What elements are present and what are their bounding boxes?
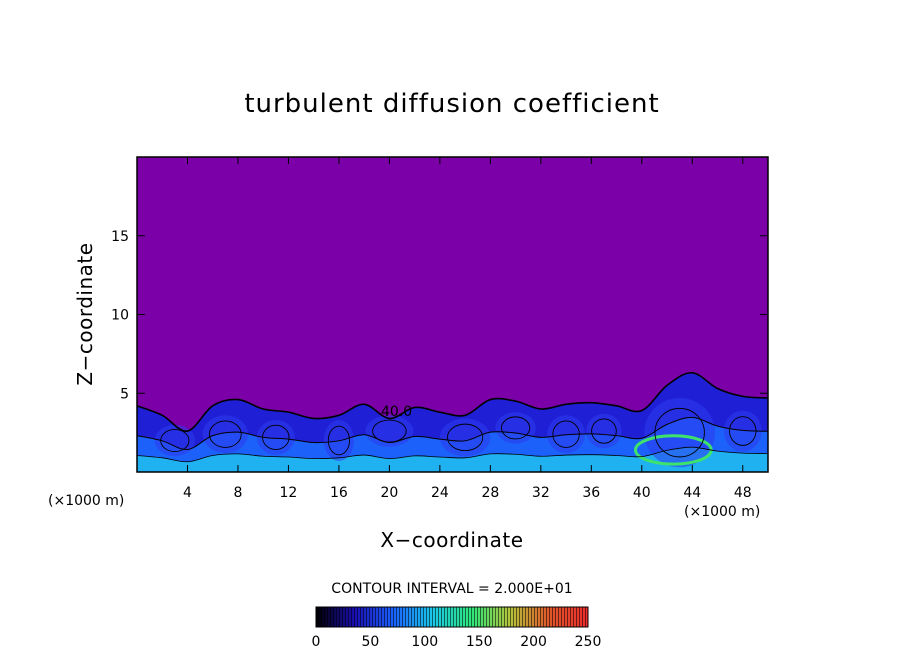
contour-eddy: [591, 418, 617, 444]
x-tick-label: 4: [183, 485, 192, 501]
contour-eddy: [654, 407, 705, 458]
x-tick-label: 16: [330, 485, 348, 501]
x-unit-label-left: (×1000 m): [48, 493, 124, 509]
contour-outer: [137, 371, 768, 432]
contour-eddy: [160, 429, 190, 452]
chart-title: turbulent diffusion coefficient: [244, 89, 659, 119]
x-tick-label: 8: [233, 485, 242, 501]
colorbar-frame: [315, 606, 589, 628]
contour-lines: [137, 371, 768, 463]
x-tick-label: 28: [481, 485, 499, 501]
x-tick-label: 12: [280, 485, 298, 501]
colorbar-tick-label: 50: [361, 634, 379, 650]
contour-interval-text: CONTOUR INTERVAL = 2.000E+01: [331, 581, 572, 597]
plot-area: 40.0: [136, 156, 769, 473]
contour-label: 40.0: [381, 404, 412, 420]
x-axis-label: X−coordinate: [380, 528, 523, 552]
colorbar-tick-label: 250: [575, 634, 602, 650]
colorbar-ticks: 0 50 100 150 200 250: [312, 634, 602, 650]
x-tick-label: 24: [431, 485, 449, 501]
contour-eddy: [501, 416, 531, 440]
contour-eddy: [552, 420, 580, 448]
y-tick-label: 10: [111, 308, 129, 324]
contour-eddy: [208, 420, 242, 448]
y-tick-label: 15: [111, 229, 129, 245]
contour-eddy: [327, 425, 350, 456]
contour-eddy: [729, 416, 757, 446]
colorbar-tick-label: 100: [411, 634, 438, 650]
colorbar-tick-label: 200: [520, 634, 547, 650]
x-tick-label: 40: [633, 485, 651, 501]
x-axis-ticks: 4 8 12 16 20 24 28 32 36 40 44 48: [183, 157, 752, 501]
x-tick-label: 44: [683, 485, 701, 501]
colorbar-tick-label: 0: [312, 634, 321, 650]
contour-eddy: [262, 424, 290, 450]
contour-mid: [137, 416, 768, 450]
colorbar-stripes: [316, 607, 588, 627]
y-tick-label: 5: [120, 386, 129, 402]
x-tick-label: 48: [734, 485, 752, 501]
y-axis-ticks: 5 10 15: [111, 229, 768, 402]
x-tick-label: 20: [380, 485, 398, 501]
y-axis-label: Z−coordinate: [73, 242, 97, 385]
x-unit-label-right: (×1000 m): [684, 504, 760, 520]
colorbar-tick-label: 150: [466, 634, 493, 650]
contour-low: [137, 446, 768, 463]
contour-eddy: [447, 423, 484, 452]
colorbar: 0 50 100 150 200 250: [312, 606, 602, 650]
contour-eddy: [372, 419, 407, 443]
x-tick-label: 32: [532, 485, 550, 501]
x-tick-label: 36: [582, 485, 600, 501]
layer-band-low: [137, 447, 768, 472]
